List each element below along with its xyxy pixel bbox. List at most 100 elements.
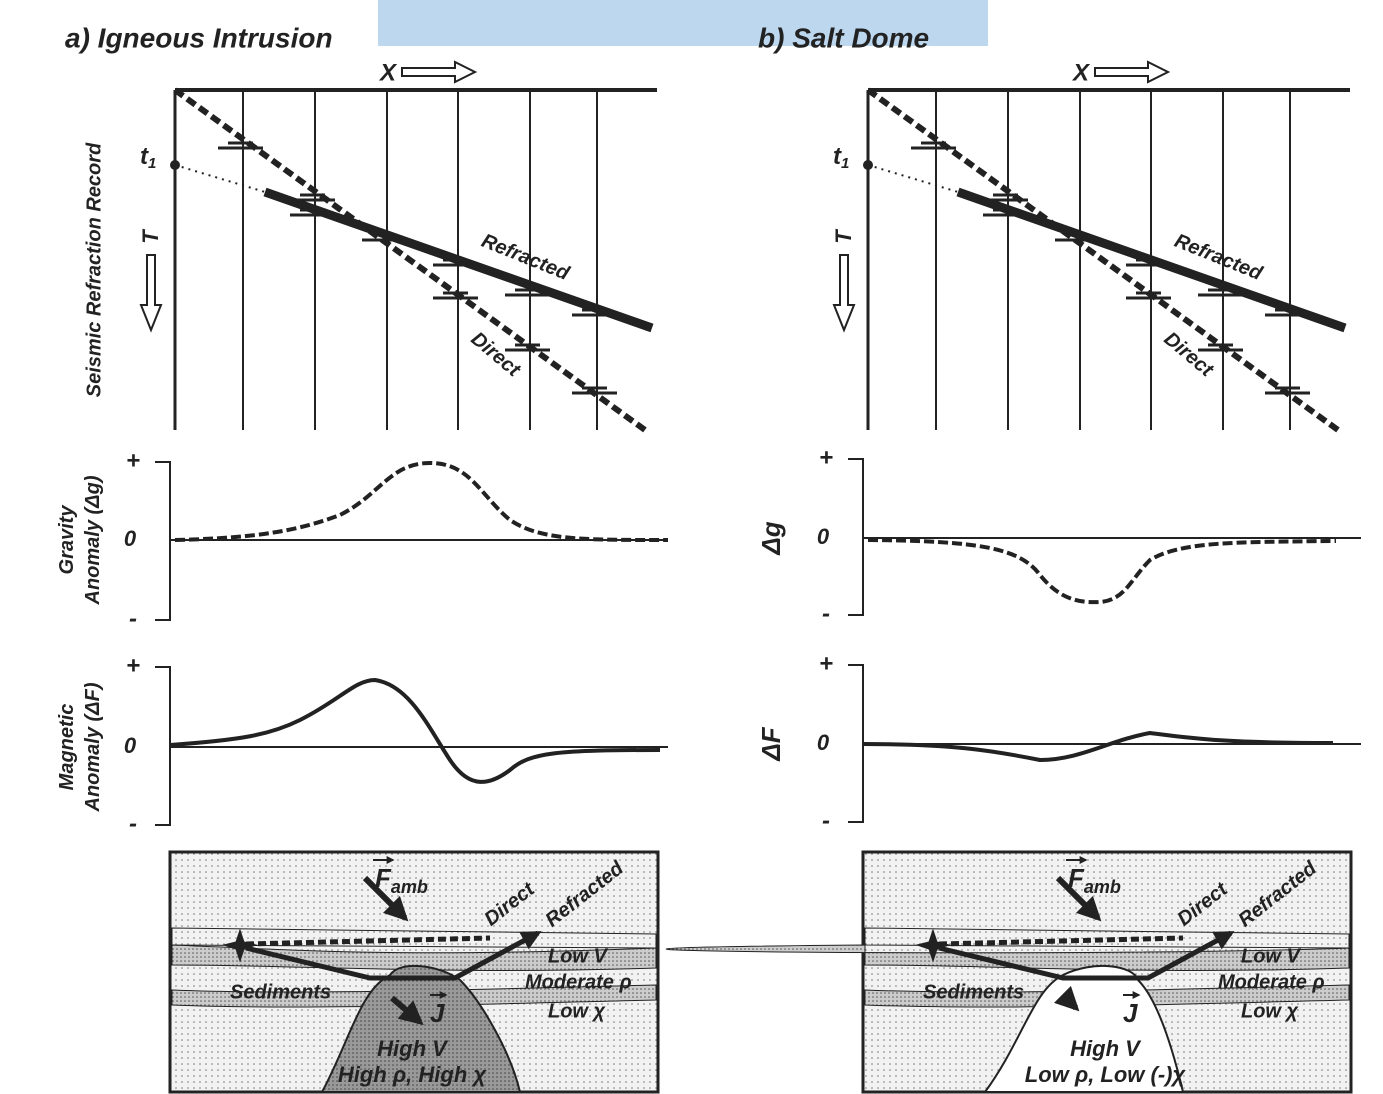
anomaly-label: Magnetic Anomaly (ΔF) xyxy=(56,682,104,812)
minus-tick: - xyxy=(129,605,137,632)
anomaly-label-line: Gravity xyxy=(56,505,78,575)
zero-tick: 0 xyxy=(817,730,830,755)
refracted-ray xyxy=(938,930,1235,981)
f-arrow xyxy=(1055,875,1102,922)
extension-line xyxy=(867,164,959,193)
f-arrow xyxy=(362,875,409,922)
anomaly-label: ΔF xyxy=(756,726,786,761)
sediments-label: Sediments xyxy=(923,981,1024,1003)
anomaly-label-line: ΔF xyxy=(756,726,786,761)
anomaly-curve xyxy=(867,538,1337,605)
wiggle xyxy=(1265,386,1310,395)
wiggle xyxy=(572,308,617,317)
panel: t1 Δg ΔF Famb xyxy=(665,60,1361,1094)
wiggle xyxy=(505,343,550,352)
zero-tick: 0 xyxy=(124,526,137,551)
panel-title: a) Igneous Intrusion xyxy=(65,22,333,53)
wiggle xyxy=(983,193,1028,202)
low-chi-label: Low χ xyxy=(548,1000,607,1022)
anomaly-label: Δg xyxy=(756,521,786,555)
plus-tick: + xyxy=(126,652,140,679)
j-label: J xyxy=(1123,998,1138,1028)
record-label: Seismic Refraction Record xyxy=(83,142,105,397)
direct-ray xyxy=(245,935,491,947)
wiggle xyxy=(433,291,478,300)
t-label: T xyxy=(831,229,856,244)
wiggle xyxy=(983,208,1028,217)
sediments-label: Sediments xyxy=(230,981,331,1003)
plus-tick: + xyxy=(819,444,833,471)
t1-text: t xyxy=(833,143,842,170)
minus-tick: - xyxy=(822,807,830,834)
t1-point xyxy=(863,160,873,170)
refracted-ray xyxy=(245,930,542,981)
anomaly-label-line: Magnetic xyxy=(56,704,78,791)
x-arrow xyxy=(401,60,478,84)
f-amb-label: Famb xyxy=(1068,863,1121,897)
f-amb-label: Famb xyxy=(375,863,428,897)
wiggle xyxy=(1198,343,1243,352)
anomaly-curve xyxy=(174,460,669,542)
wiggle xyxy=(433,258,478,267)
f-subscript: amb xyxy=(1084,877,1121,897)
wiggle xyxy=(1126,258,1171,267)
x-arrow xyxy=(1094,60,1171,84)
banner xyxy=(378,0,988,46)
x-label: X xyxy=(378,59,398,86)
properties-label: High ρ, High χ xyxy=(338,1062,488,1087)
j-label: J xyxy=(430,998,445,1028)
extension-line xyxy=(174,164,266,193)
t-arrow xyxy=(139,254,163,333)
anomaly-label-line: Anomaly (Δg) xyxy=(82,475,104,605)
axis-bracket xyxy=(848,458,864,616)
high-v-label: High V xyxy=(1070,1036,1142,1061)
direct-line xyxy=(173,87,647,433)
f-text: F xyxy=(375,863,392,893)
axis-bracket xyxy=(155,461,171,621)
wiggle xyxy=(505,288,550,297)
t1-label: t1 xyxy=(140,143,156,172)
anomaly-label-line: Anomaly (ΔF) xyxy=(82,682,104,812)
plus-tick: + xyxy=(819,650,833,677)
t1-label: t1 xyxy=(833,143,849,172)
low-chi-label: Low χ xyxy=(1241,1000,1300,1022)
t1-subscript: 1 xyxy=(148,155,156,172)
f-subscript: amb xyxy=(391,877,428,897)
direct-ray xyxy=(938,935,1184,947)
body xyxy=(320,964,522,1093)
low-v-label: Low V xyxy=(1241,945,1302,967)
anomaly-label-line: Δg xyxy=(756,521,786,555)
plus-tick: + xyxy=(126,447,140,474)
axis-bracket xyxy=(155,666,171,826)
wiggle xyxy=(1198,288,1243,297)
properties-label: Low ρ, Low (-)χ xyxy=(1025,1062,1187,1087)
zero-tick: 0 xyxy=(817,524,830,549)
j-arrow xyxy=(1053,985,1080,1012)
minus-tick: - xyxy=(822,600,830,627)
moderate-rho-label: Moderate ρ xyxy=(1218,971,1325,993)
t1-text: t xyxy=(140,143,149,170)
t1-subscript: 1 xyxy=(841,155,849,172)
zero-tick: 0 xyxy=(124,733,137,758)
wiggle xyxy=(1055,233,1100,242)
wiggle xyxy=(572,386,617,395)
wiggle xyxy=(290,193,335,202)
refracted-label: Refracted xyxy=(1171,230,1266,285)
axis-bracket xyxy=(848,664,864,823)
wiggle xyxy=(1265,308,1310,317)
anomaly-label: Gravity Anomaly (Δg) xyxy=(56,475,104,605)
wiggle xyxy=(911,141,956,150)
wiggle xyxy=(1126,291,1171,300)
x-label: X xyxy=(1071,59,1091,86)
low-v-label: Low V xyxy=(548,945,609,967)
panel-title: b) Salt Dome xyxy=(758,22,929,53)
direct-line xyxy=(866,87,1340,433)
anomaly-curve xyxy=(862,730,1334,763)
high-v-label: High V xyxy=(377,1036,449,1061)
t1-point xyxy=(170,160,180,170)
minus-tick: - xyxy=(129,810,137,837)
layer-lowv xyxy=(171,944,657,971)
f-text: F xyxy=(1068,863,1085,893)
wiggle xyxy=(218,141,263,150)
